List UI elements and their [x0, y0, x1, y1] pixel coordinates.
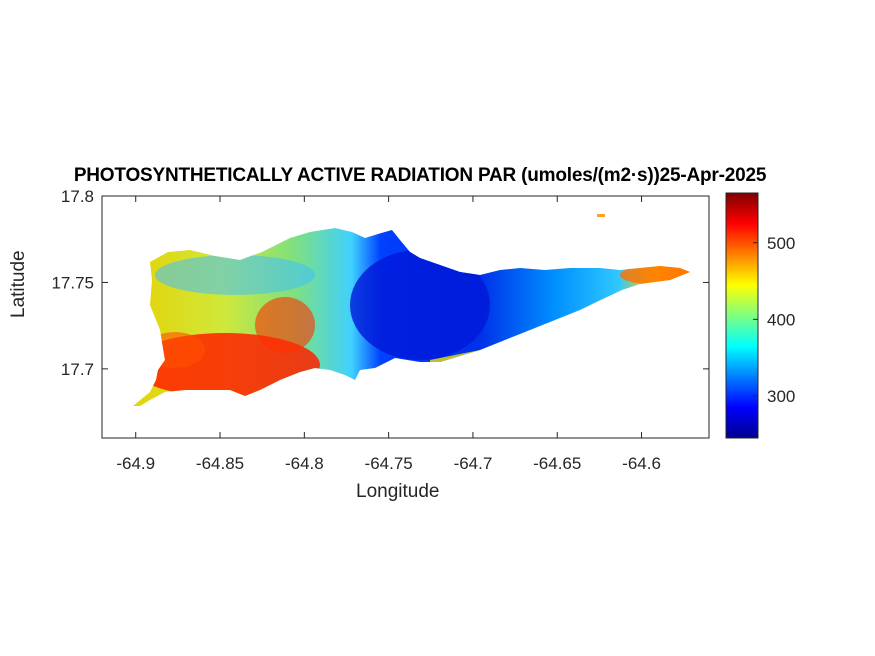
colorbar-tick: 400 — [753, 310, 795, 329]
x-tick: -64.7 — [454, 196, 493, 473]
colorbar-tick-label: 300 — [767, 387, 795, 406]
x-tick: -64.6 — [622, 196, 661, 473]
x-tick: -64.8 — [285, 196, 324, 473]
y-tick-label: 17.8 — [61, 187, 94, 206]
chart-title: PHOTOSYNTHETICALLY ACTIVE RADIATION PAR … — [73, 165, 767, 186]
x-tick-label: -64.6 — [622, 454, 661, 473]
x-axis-label: Longitude — [356, 481, 440, 502]
x-tick-label: -64.8 — [285, 454, 324, 473]
x-tick-label: -64.9 — [116, 454, 155, 473]
x-tick: -64.75 — [365, 196, 413, 473]
colorbar — [725, 192, 759, 439]
x-tick-label: -64.65 — [533, 454, 581, 473]
colorbar-tick: 300 — [753, 387, 795, 406]
y-axis-label: Latitude — [8, 250, 29, 318]
colorbar-tick-label: 500 — [767, 234, 795, 253]
x-tick-label: -64.7 — [454, 454, 493, 473]
x-tick: -64.85 — [196, 196, 244, 473]
islet — [597, 214, 605, 217]
y-tick-label: 17.75 — [51, 273, 94, 292]
y-tick: 17.8 — [61, 187, 709, 206]
x-tick-label: -64.75 — [365, 454, 413, 473]
y-tick: 17.7 — [61, 360, 709, 379]
colorbar-tick: 500 — [753, 234, 795, 253]
y-tick-label: 17.7 — [61, 360, 94, 379]
y-tick: 17.75 — [51, 273, 709, 292]
x-tick: -64.9 — [116, 196, 155, 473]
x-tick: -64.65 — [533, 196, 581, 473]
colorbar-tick-label: 400 — [767, 310, 795, 329]
x-tick-label: -64.85 — [196, 454, 244, 473]
